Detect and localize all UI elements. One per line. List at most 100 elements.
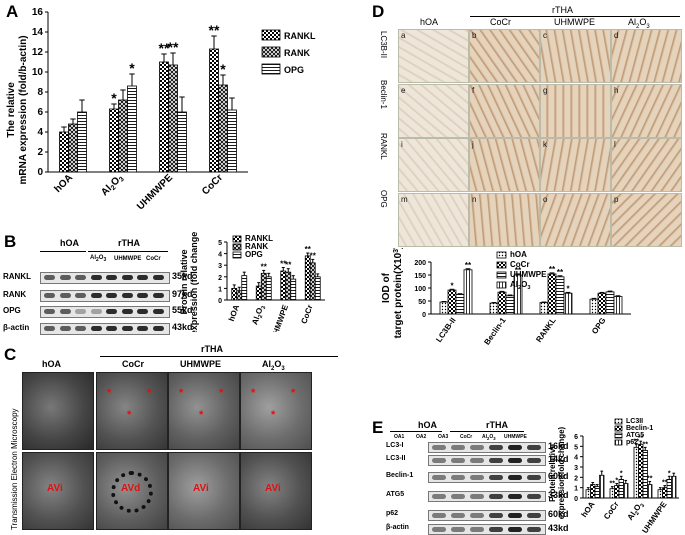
ihc-image: c [540, 29, 611, 83]
ihc-image: e [398, 84, 469, 138]
blot-band [44, 326, 55, 331]
panel-a-chart: The relative mRNA expression (fold/b-act… [6, 7, 316, 212]
panel-b-sub-cocr: CoCr [146, 256, 161, 262]
legend-label: UHMWPE [510, 270, 547, 279]
tem-image: AVi [168, 452, 240, 530]
bar [590, 484, 596, 499]
blot-band [527, 494, 541, 499]
blot-row [40, 306, 170, 318]
bar [642, 450, 648, 499]
y-tick-label: 3 [218, 263, 222, 270]
ihc-image-letter: g [543, 86, 548, 95]
panel-e-ylabel-1: Protein relative [548, 444, 557, 502]
x-category-label: Al2O3 [99, 172, 126, 199]
blot-band [75, 326, 86, 331]
significance-mark: * [566, 284, 570, 293]
blot-band [451, 458, 465, 463]
tem-image: * * * [240, 372, 312, 450]
panel-d-col-al2o3: Al2O3 [628, 17, 650, 30]
panel-e-group-hoa: hOA [418, 420, 437, 430]
legend-label: RANKL [245, 234, 273, 243]
bar [455, 294, 465, 315]
bar [585, 489, 591, 499]
blot-band [75, 293, 86, 298]
bar [241, 275, 248, 301]
blot-kd-label: 97kd [172, 289, 193, 299]
ihc-image-letter: e [401, 86, 406, 95]
bar [314, 276, 321, 301]
blot-kd-label: 43kd [548, 523, 569, 533]
blot-band [508, 458, 522, 463]
bar [177, 111, 187, 173]
significance-mark: ** [280, 260, 287, 269]
blot-band [508, 475, 522, 480]
panel-d-row-opg: OPG [379, 190, 388, 208]
blot-kd-label: 14kd [548, 454, 569, 464]
tem-star-marker: * [147, 387, 152, 399]
y-tick-label: 2 [574, 475, 578, 482]
legend-swatch [614, 418, 623, 425]
legend-swatch [232, 251, 242, 259]
panel-b-rtha-line [88, 251, 168, 252]
blot-band [152, 326, 164, 331]
bar [218, 84, 228, 173]
blot-band [137, 293, 148, 298]
x-category-label: LC3B-II [434, 316, 457, 344]
legend-label: RANKL [284, 31, 316, 41]
blot-band [432, 513, 446, 518]
tem-image: * * * [168, 372, 240, 450]
bar [497, 291, 507, 315]
bar [666, 479, 672, 499]
y-tick-label: 14 [32, 27, 44, 38]
blot-lane-label: UHMWPE [504, 434, 527, 440]
bar [265, 276, 272, 301]
bar [255, 285, 262, 301]
blot-band [451, 445, 465, 450]
tem-star-marker: * [219, 387, 224, 399]
y-tick-label: 0 [574, 496, 578, 503]
blot-band [489, 513, 503, 518]
y-tick-label: 100 [414, 286, 426, 293]
panel-b-group-rtha: rTHA [118, 238, 140, 248]
blot-row [40, 272, 170, 284]
ihc-image: n [469, 193, 540, 247]
legend-label: RANK [245, 242, 268, 251]
blot-row [428, 524, 546, 535]
ihc-image: a [398, 29, 469, 83]
y-tick-label: 3 [574, 465, 578, 472]
tem-star-marker: * [107, 387, 112, 399]
blot-band [527, 527, 541, 532]
blot-band [44, 293, 55, 298]
blot-band [527, 475, 541, 480]
panel-c-col-cocr: CoCr [122, 359, 144, 369]
bar [290, 278, 297, 301]
blot-kd-label: 16kd [548, 441, 569, 451]
bar [489, 302, 499, 315]
blot-band [90, 309, 102, 314]
blot-row [428, 472, 546, 483]
y-tick-label: 50 [418, 299, 426, 306]
ihc-image-letter: h [614, 86, 619, 95]
blot-row-label: β-actin [386, 524, 409, 531]
blot-band [451, 513, 465, 518]
legend-label: p62 [626, 439, 638, 446]
y-tick-label: 1 [574, 486, 578, 493]
ihc-image-letter: o [543, 195, 548, 204]
significance-mark: ** [647, 475, 653, 482]
bar [623, 483, 629, 499]
panel-b-blot: hOA rTHA Al2O3 UHMWPE CoCr RANKL 35kd RANK… [0, 230, 345, 335]
y-tick-label: 6 [37, 107, 43, 118]
blot-row-label: β-actin [3, 323, 30, 332]
blot-row [428, 442, 546, 453]
y-tick-label: 12 [32, 47, 44, 58]
bar [618, 479, 624, 499]
blot-band [527, 445, 541, 450]
blot-lane-label: OA1 [394, 434, 405, 440]
blot-band [470, 527, 484, 532]
panel-d-col-hoa: hOA [420, 17, 439, 27]
ihc-image-letter: j [472, 140, 474, 149]
blot-band [121, 275, 133, 280]
legend-swatch [496, 251, 507, 259]
blot-lane-label: Al2O3 [482, 434, 496, 441]
panel-c-col-uhmwpe: UHMWPE [180, 359, 221, 369]
